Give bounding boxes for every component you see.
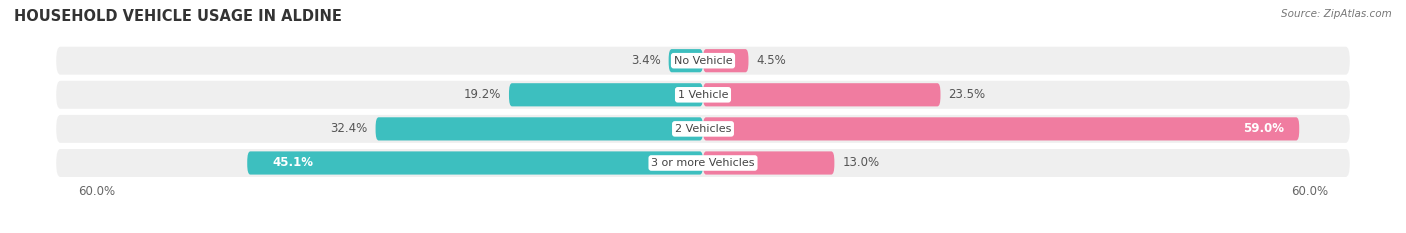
Text: 32.4%: 32.4%: [330, 122, 367, 135]
FancyBboxPatch shape: [56, 115, 1350, 143]
Text: 13.0%: 13.0%: [842, 157, 880, 169]
FancyBboxPatch shape: [56, 149, 1350, 177]
FancyBboxPatch shape: [703, 83, 941, 106]
Text: 3.4%: 3.4%: [631, 54, 661, 67]
Text: 3 or more Vehicles: 3 or more Vehicles: [651, 158, 755, 168]
FancyBboxPatch shape: [703, 117, 1299, 140]
Text: No Vehicle: No Vehicle: [673, 56, 733, 66]
Text: 19.2%: 19.2%: [464, 88, 501, 101]
FancyBboxPatch shape: [509, 83, 703, 106]
Text: 2 Vehicles: 2 Vehicles: [675, 124, 731, 134]
Text: 45.1%: 45.1%: [273, 157, 314, 169]
FancyBboxPatch shape: [703, 49, 748, 72]
FancyBboxPatch shape: [703, 151, 834, 175]
FancyBboxPatch shape: [375, 117, 703, 140]
FancyBboxPatch shape: [247, 151, 703, 175]
Text: HOUSEHOLD VEHICLE USAGE IN ALDINE: HOUSEHOLD VEHICLE USAGE IN ALDINE: [14, 9, 342, 24]
FancyBboxPatch shape: [56, 81, 1350, 109]
FancyBboxPatch shape: [669, 49, 703, 72]
Text: 1 Vehicle: 1 Vehicle: [678, 90, 728, 100]
FancyBboxPatch shape: [56, 47, 1350, 75]
Text: 59.0%: 59.0%: [1243, 122, 1284, 135]
Text: 23.5%: 23.5%: [949, 88, 986, 101]
Text: 4.5%: 4.5%: [756, 54, 786, 67]
Text: Source: ZipAtlas.com: Source: ZipAtlas.com: [1281, 9, 1392, 19]
